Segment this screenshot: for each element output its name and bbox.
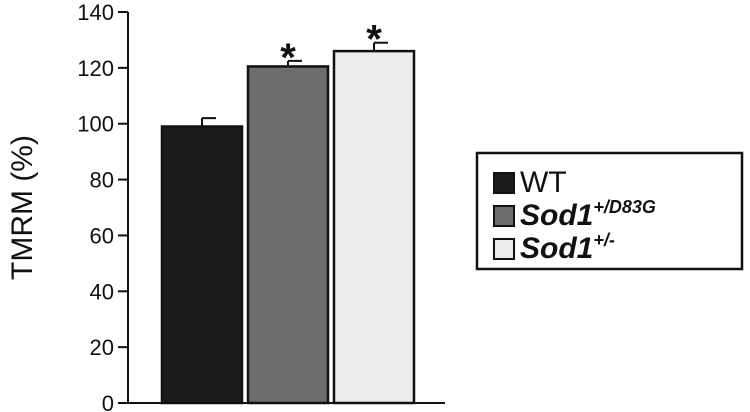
- bar: [160, 125, 244, 405]
- legend-swatch: [493, 205, 515, 227]
- y-tick-label: 140: [77, 0, 114, 25]
- y-tick-label: 120: [77, 56, 114, 81]
- significance-marker: *: [280, 36, 296, 80]
- legend-box: [475, 151, 744, 271]
- legend-entry-name: Sod1: [520, 199, 593, 232]
- legend-entry: Sod1+/-: [520, 230, 615, 265]
- legend-entry-name: WT: [520, 166, 567, 199]
- y-tick-label: 0: [102, 391, 114, 412]
- legend-entry-superscript: +/D83G: [593, 197, 656, 217]
- y-axis-label: TMRM (%): [6, 135, 39, 280]
- y-tick-label: 60: [90, 223, 114, 248]
- bar: [246, 65, 330, 405]
- chart-bars: * *: [160, 18, 416, 405]
- legend-entry: WT: [520, 166, 567, 199]
- bar: [332, 49, 416, 405]
- y-tick-label: 80: [90, 168, 114, 193]
- y-tick-label: 100: [77, 112, 114, 137]
- legend-entry-superscript: +/-: [593, 230, 615, 250]
- y-tick-label: 20: [90, 335, 114, 360]
- y-tick-label: 40: [90, 279, 114, 304]
- chart-axes: 0 20 40 60 80 100 120 140 TMRM (%): [6, 0, 445, 412]
- legend-swatch: [493, 238, 515, 260]
- legend-entry-name: Sod1: [520, 232, 593, 265]
- legend-entry: Sod1+/D83G: [520, 197, 656, 232]
- significance-marker: *: [366, 18, 382, 62]
- legend-swatch: [493, 172, 515, 194]
